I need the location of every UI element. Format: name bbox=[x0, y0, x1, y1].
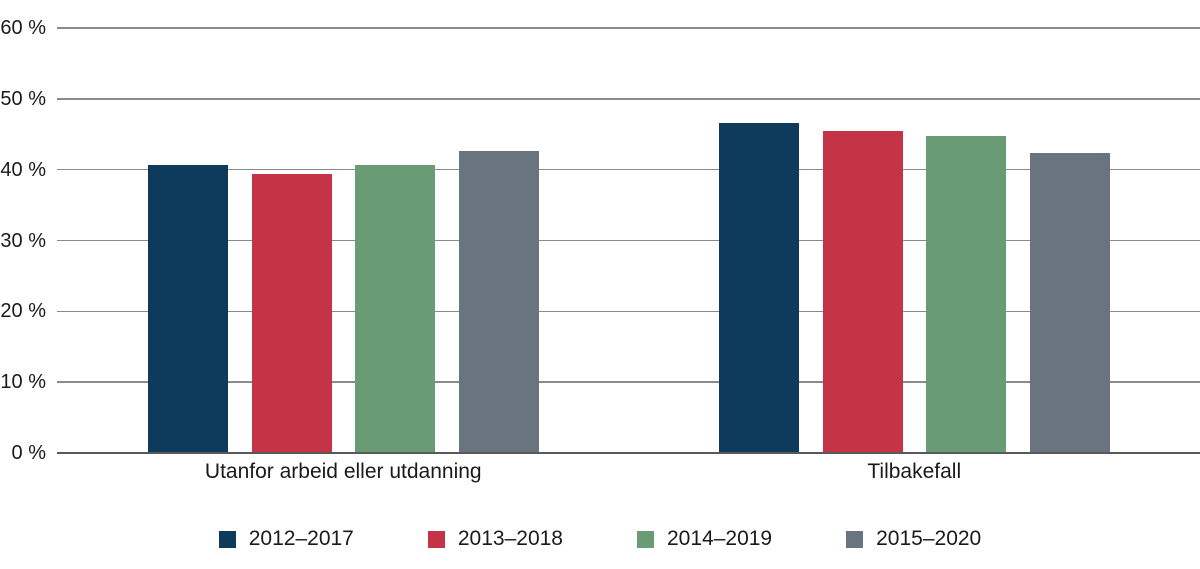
y-axis-tick-label: 50 % bbox=[0, 87, 46, 110]
bar-series-2-category-1 bbox=[926, 135, 1006, 453]
bar-series-0-category-0 bbox=[148, 164, 228, 453]
legend-item-3: 2015–2020 bbox=[846, 527, 981, 551]
y-axis-tick-label: 10 % bbox=[0, 371, 46, 394]
y-axis-tick-label: 60 % bbox=[0, 17, 46, 39]
gridline-30 bbox=[57, 239, 1200, 242]
legend-swatch-icon bbox=[637, 530, 654, 548]
legend-label: 2014–2019 bbox=[667, 527, 773, 550]
legend-label: 2012–2017 bbox=[248, 527, 354, 550]
x-axis-line bbox=[57, 452, 1200, 454]
legend-swatch-icon bbox=[218, 530, 236, 548]
legend-item-0: 2012–2017 bbox=[218, 527, 354, 551]
gridline-40 bbox=[57, 168, 1200, 171]
category-label-0: Utanfor arbeid eller utdanning bbox=[204, 460, 482, 483]
gridline-20 bbox=[57, 310, 1200, 313]
bar-series-1-category-0 bbox=[251, 173, 332, 453]
category-label-1: Tilbakefall bbox=[867, 460, 962, 483]
legend-item-1: 2013–2018 bbox=[427, 527, 563, 551]
bar-series-3-category-0 bbox=[458, 150, 539, 453]
legend-label: 2013–2018 bbox=[457, 527, 563, 550]
legend-label: 2015–2020 bbox=[876, 527, 982, 550]
bar-series-1-category-1 bbox=[822, 130, 903, 453]
gridline-60 bbox=[57, 27, 1200, 29]
y-axis-tick-label: 30 % bbox=[0, 229, 46, 252]
legend-item-2: 2014–2019 bbox=[637, 527, 772, 551]
y-axis-tick-label: 40 % bbox=[0, 158, 46, 181]
legend: 2012–2017 2013–2018 2014–2019 2015–2020 bbox=[0, 527, 1200, 551]
gridline-50 bbox=[57, 98, 1200, 100]
y-axis-tick-label: 0 % bbox=[11, 442, 46, 464]
legend-swatch-icon bbox=[846, 530, 864, 548]
gridline-10 bbox=[57, 381, 1200, 383]
bar-series-3-category-1 bbox=[1029, 152, 1110, 453]
bar-series-0-category-1 bbox=[719, 122, 799, 453]
bar-series-2-category-0 bbox=[355, 164, 435, 453]
legend-swatch-icon bbox=[427, 530, 445, 548]
y-axis-tick-label: 20 % bbox=[0, 300, 46, 323]
